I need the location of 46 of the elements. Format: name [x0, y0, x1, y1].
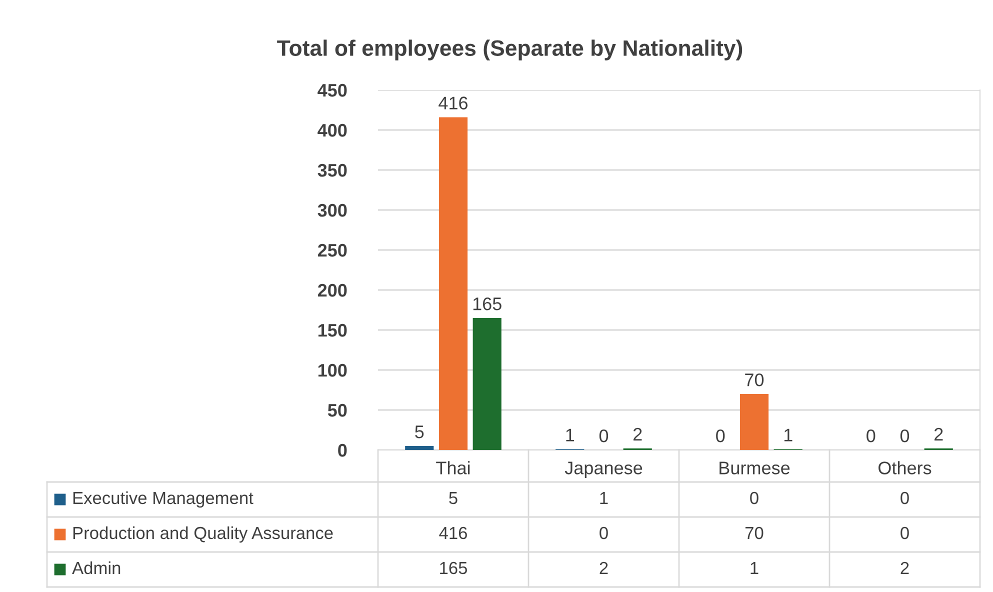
text: 1	[566, 428, 574, 442]
x-tick-label: Japanese	[564, 462, 642, 478]
y-tick-label: 200	[318, 284, 347, 297]
data-label: 0	[750, 492, 758, 504]
data-label: 1	[750, 562, 758, 574]
y-tick-label: 100	[318, 364, 347, 377]
text: 70	[745, 373, 764, 386]
text: 2	[934, 428, 943, 440]
data-label: 0	[600, 526, 608, 540]
data-label: 2	[600, 562, 608, 574]
data-label: 5	[449, 492, 458, 504]
x-tick-label: Thai	[436, 461, 470, 474]
y-tick-label: 450	[318, 84, 347, 97]
text: 0	[866, 429, 876, 442]
data-label: 0	[900, 526, 909, 540]
data-label: 2	[900, 562, 909, 574]
text: 1	[784, 428, 792, 442]
text: 2	[634, 428, 642, 440]
y-tick-label: 0	[338, 444, 347, 457]
chart-title: Total of employees (Separate by Nationality)	[277, 40, 742, 60]
x-tick-label: Burmese	[720, 462, 790, 474]
data-label: 416	[439, 526, 467, 540]
text: 0	[716, 429, 725, 442]
bar	[438, 117, 468, 450]
text: 5	[415, 426, 424, 438]
legend-label: Admin	[72, 561, 120, 574]
data-label: 1	[600, 492, 608, 504]
bar	[405, 446, 434, 450]
legend-label: Executive Management	[73, 491, 254, 508]
y-tick-label: 400	[318, 124, 347, 137]
x-tick-label: Others	[878, 461, 932, 474]
text: 416	[438, 96, 468, 110]
y-tick-label: 300	[318, 204, 347, 217]
text: 0	[900, 429, 910, 442]
bar	[740, 394, 769, 450]
y-tick-label: 50	[328, 404, 347, 417]
text: 165	[473, 297, 502, 310]
data-label: 70	[745, 526, 764, 540]
legend-label: Production and Quality Assurance	[73, 526, 333, 543]
data-label: 165	[440, 562, 468, 574]
y-tick-label: 250	[318, 244, 347, 257]
y-tick-label: 350	[318, 164, 347, 177]
data-label: 0	[900, 492, 909, 504]
y-tick-label: 150	[318, 324, 347, 337]
bar	[472, 318, 502, 450]
text: 0	[599, 429, 608, 442]
